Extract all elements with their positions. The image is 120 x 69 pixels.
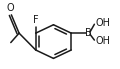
Text: O: O bbox=[7, 3, 15, 13]
Text: F: F bbox=[33, 15, 39, 25]
Text: OH: OH bbox=[96, 18, 111, 28]
Text: OH: OH bbox=[96, 36, 111, 46]
Text: B: B bbox=[85, 28, 92, 38]
